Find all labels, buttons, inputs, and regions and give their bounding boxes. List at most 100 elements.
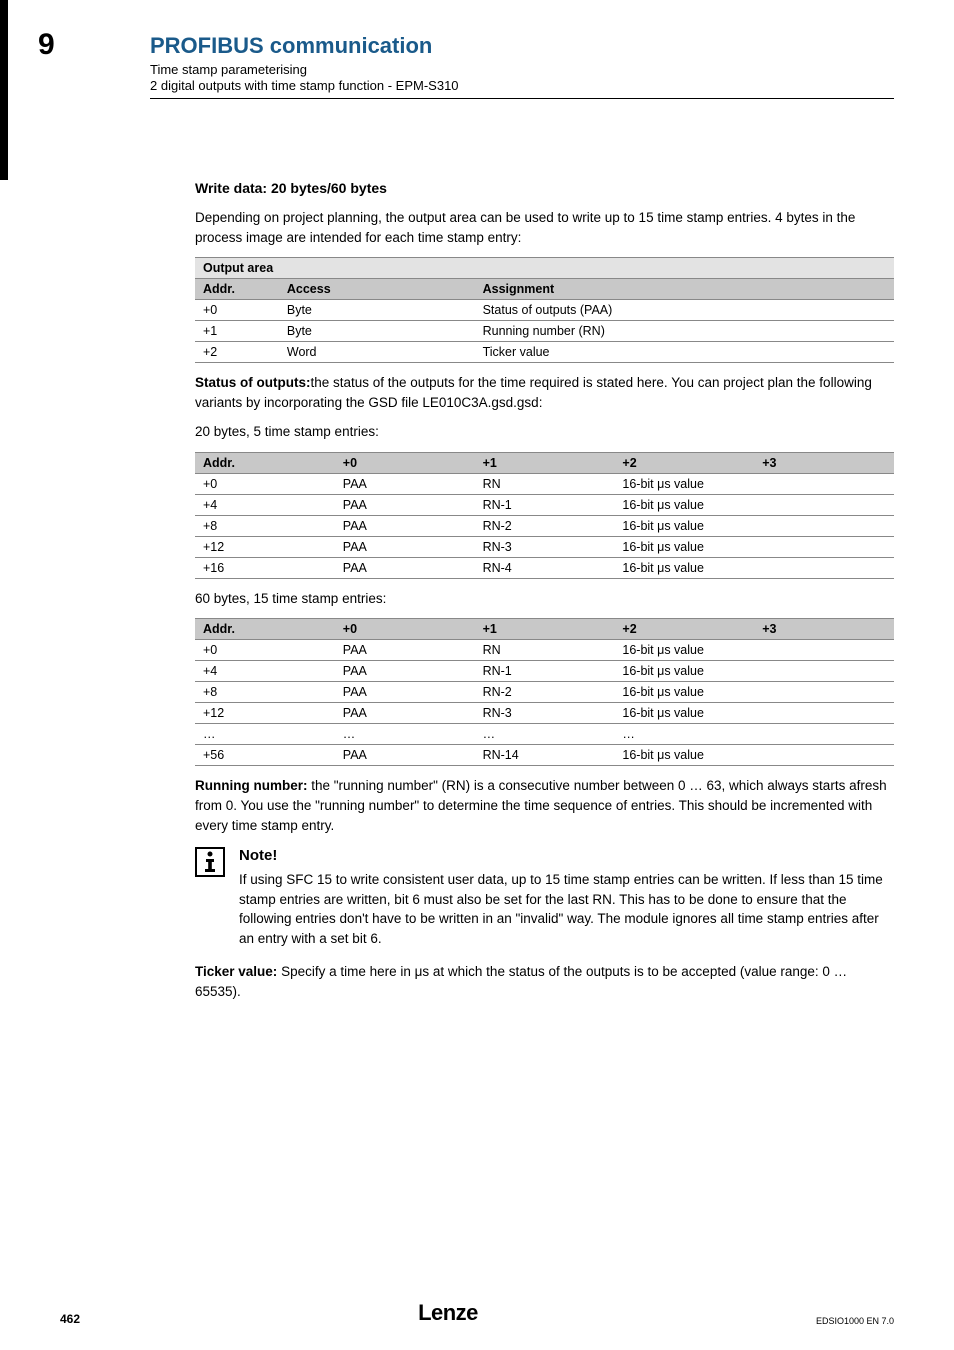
table-caption: Output area (195, 258, 894, 279)
table-cell: RN-2 (475, 682, 615, 703)
table-cell: RN-2 (475, 515, 615, 536)
table-60bytes: Addr.+0+1+2+3+0PAARN16-bit μs value+4PAA… (195, 618, 894, 766)
running-paragraph: Running number: the "running number" (RN… (195, 776, 894, 835)
table-cell: … (614, 724, 894, 745)
table-cell: +0 (195, 640, 335, 661)
section-heading: Write data: 20 bytes/60 bytes (195, 180, 894, 196)
note-title: Note! (239, 847, 894, 864)
content-area: Write data: 20 bytes/60 bytes Depending … (195, 180, 894, 1011)
table-cell: RN-3 (475, 703, 615, 724)
table-row: +1ByteRunning number (RN) (195, 321, 894, 342)
ticker-label: Ticker value: (195, 964, 277, 979)
table-cell: PAA (335, 557, 475, 578)
table-row: +0PAARN16-bit μs value (195, 640, 894, 661)
table-cell: +4 (195, 661, 335, 682)
table-cell: 16-bit μs value (614, 703, 894, 724)
table-row: +4PAARN-116-bit μs value (195, 494, 894, 515)
table-cell: Running number (RN) (475, 321, 894, 342)
table-cell: RN (475, 473, 615, 494)
table-cell: +8 (195, 515, 335, 536)
table-row: +0ByteStatus of outputs (PAA) (195, 300, 894, 321)
table-row: +12PAARN-316-bit μs value (195, 703, 894, 724)
ticker-paragraph: Ticker value: Specify a time here in μs … (195, 962, 894, 1001)
table-cell: Byte (279, 300, 475, 321)
table-cell: PAA (335, 682, 475, 703)
label-60bytes: 60 bytes, 15 time stamp entries: (195, 589, 894, 609)
chapter-bar (0, 0, 8, 180)
table-cell: … (195, 724, 335, 745)
footer: 462 Lenze EDSIO1000 EN 7.0 (60, 1300, 894, 1326)
table-header: +1 (475, 619, 615, 640)
label-20bytes: 20 bytes, 5 time stamp entries: (195, 422, 894, 442)
table-cell: 16-bit μs value (614, 494, 894, 515)
table-cell: +56 (195, 745, 335, 766)
table-cell: 16-bit μs value (614, 745, 894, 766)
table-cell: PAA (335, 515, 475, 536)
table-cell: +0 (195, 300, 279, 321)
table-cell: 16-bit μs value (614, 473, 894, 494)
running-label: Running number: (195, 778, 307, 793)
table-row: +8PAARN-216-bit μs value (195, 682, 894, 703)
table-header: +3 (754, 452, 894, 473)
table-header: +0 (335, 452, 475, 473)
table-header: Access (279, 279, 475, 300)
table-cell: +12 (195, 703, 335, 724)
note-text: If using SFC 15 to write consistent user… (239, 870, 894, 948)
table-cell: 16-bit μs value (614, 682, 894, 703)
table-20bytes: Addr.+0+1+2+3+0PAARN16-bit μs value+4PAA… (195, 452, 894, 579)
table-cell: +16 (195, 557, 335, 578)
status-label: Status of outputs: (195, 375, 310, 390)
table-cell: Word (279, 342, 475, 363)
table-header: Addr. (195, 452, 335, 473)
table-header: +1 (475, 452, 615, 473)
note-body: Note! If using SFC 15 to write consisten… (239, 847, 894, 948)
table-header: +0 (335, 619, 475, 640)
table-row: +8PAARN-216-bit μs value (195, 515, 894, 536)
ticker-text: Specify a time here in μs at which the s… (195, 964, 847, 999)
table-cell: PAA (335, 640, 475, 661)
table-cell: … (475, 724, 615, 745)
table-cell: 16-bit μs value (614, 557, 894, 578)
subtitle-1: Time stamp parameterising (150, 62, 307, 77)
table-cell: RN-14 (475, 745, 615, 766)
table-cell: RN-3 (475, 536, 615, 557)
note-block: Note! If using SFC 15 to write consisten… (195, 847, 894, 948)
subtitle-2: 2 digital outputs with time stamp functi… (150, 78, 459, 93)
doc-id: EDSIO1000 EN 7.0 (816, 1316, 894, 1326)
table-row: +16PAARN-416-bit μs value (195, 557, 894, 578)
table-header: +2 (614, 452, 754, 473)
table-cell: … (335, 724, 475, 745)
table-cell: PAA (335, 494, 475, 515)
intro-paragraph: Depending on project planning, the outpu… (195, 208, 894, 247)
table-cell: PAA (335, 473, 475, 494)
info-icon (195, 847, 225, 877)
table-row: ………… (195, 724, 894, 745)
table-cell: +8 (195, 682, 335, 703)
table-row: +4PAARN-116-bit μs value (195, 661, 894, 682)
table-cell: +2 (195, 342, 279, 363)
table-cell: +4 (195, 494, 335, 515)
table-cell: 16-bit μs value (614, 536, 894, 557)
table-cell: RN-4 (475, 557, 615, 578)
table-cell: RN (475, 640, 615, 661)
table-header: Addr. (195, 619, 335, 640)
table-cell: RN-1 (475, 661, 615, 682)
table-cell: +0 (195, 473, 335, 494)
page-number: 462 (60, 1312, 80, 1326)
brand-logo: Lenze (418, 1300, 478, 1326)
table-cell: PAA (335, 703, 475, 724)
chapter-title: PROFIBUS communication (150, 33, 432, 59)
table-cell: Byte (279, 321, 475, 342)
table-cell: Ticker value (475, 342, 894, 363)
table-cell: 16-bit μs value (614, 515, 894, 536)
table-header: +3 (754, 619, 894, 640)
table-header: +2 (614, 619, 754, 640)
table-cell: 16-bit μs value (614, 640, 894, 661)
table-row: +2WordTicker value (195, 342, 894, 363)
status-paragraph: Status of outputs:the status of the outp… (195, 373, 894, 412)
chapter-number: 9 (38, 28, 55, 62)
table-header: Assignment (475, 279, 894, 300)
table-row: +12PAARN-316-bit μs value (195, 536, 894, 557)
table-cell: PAA (335, 661, 475, 682)
table-cell: PAA (335, 745, 475, 766)
